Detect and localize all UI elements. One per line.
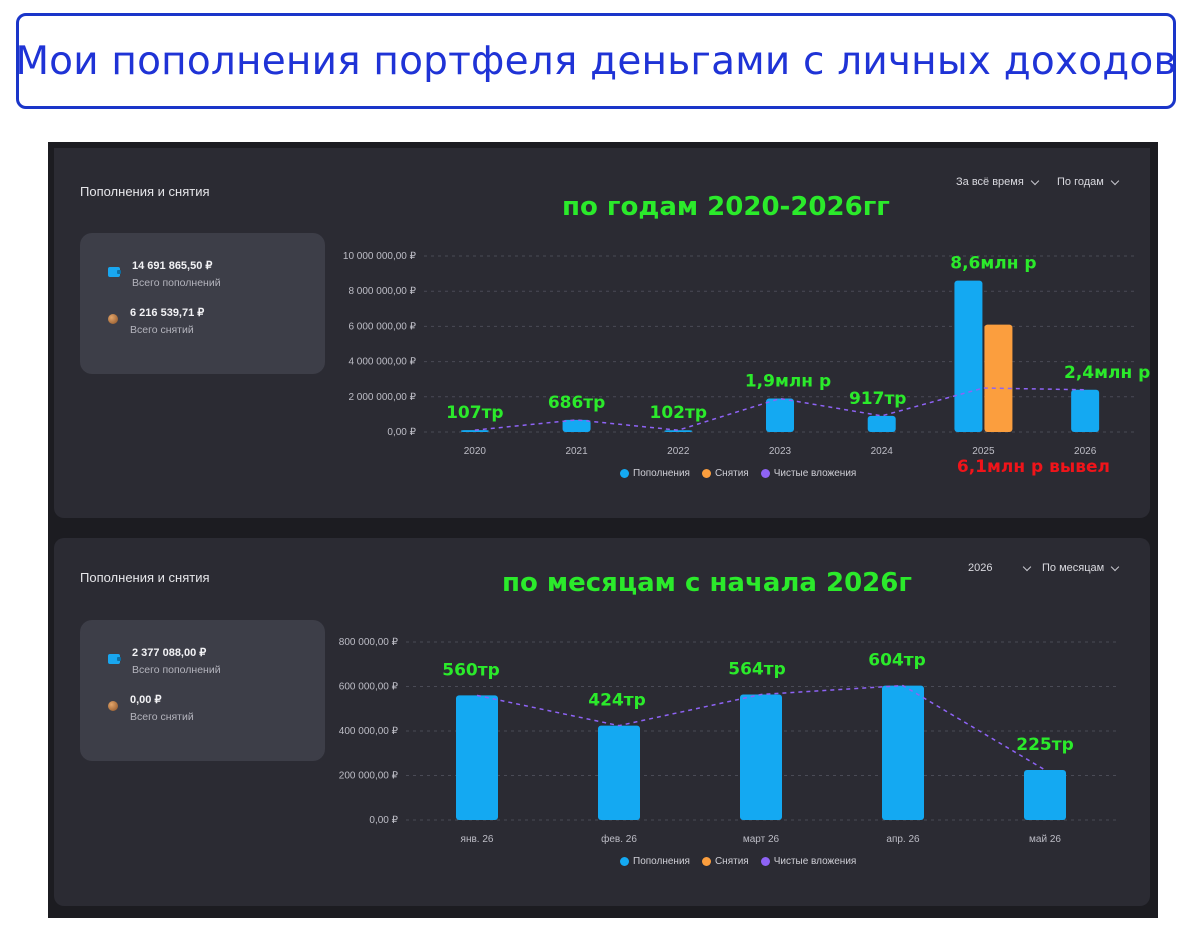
legend-net[interactable]: Чистые вложения [760, 468, 856, 479]
y-tick-label: 200 000,00 ₽ [339, 771, 399, 782]
banner-title: Мои пополнения портфеля деньгами с личны… [15, 38, 1177, 84]
y-tick-label: 0,00 ₽ [387, 427, 416, 438]
app-screenshot: Пополнения и снятия За всё время По года… [48, 142, 1158, 918]
x-tick-label: янв. 26 [461, 834, 494, 845]
value-annotation: 225тр [1016, 735, 1074, 755]
panel-title: Пополнения и снятия [80, 184, 210, 199]
coin-icon [108, 701, 118, 711]
deposit-bar [460, 430, 489, 432]
deposits-total: 14 691 865,50 ₽ [132, 260, 213, 272]
y-tick-label: 800 000,00 ₽ [339, 637, 399, 648]
value-annotation: 604тр [868, 651, 926, 671]
value-annotation: 686тр [548, 393, 606, 413]
withdrawal-bar [984, 324, 1013, 432]
x-tick-label: 2026 [1074, 446, 1097, 457]
x-tick-label: 2024 [871, 446, 894, 457]
summary-card: 14 691 865,50 ₽ Всего пополнений 6 216 5… [80, 233, 325, 374]
value-annotation: 560тр [442, 660, 500, 680]
value-annotation: 424тр [588, 691, 646, 711]
panel-title: Пополнения и снятия [80, 570, 210, 585]
value-annotation: 1,9млн р [745, 372, 831, 392]
y-tick-label: 400 000,00 ₽ [339, 726, 399, 737]
deposit-bar [562, 419, 591, 432]
x-tick-label: 2022 [667, 446, 690, 457]
x-tick-label: 2020 [464, 446, 487, 457]
x-tick-label: фев. 26 [601, 833, 637, 845]
withdrawals-label: Всего снятий [130, 324, 194, 336]
legend-deposits[interactable]: Пополнения [620, 468, 690, 479]
deposit-bar [766, 398, 794, 432]
monthly-panel: Пополнения и снятия 2026 По месяцам 2 37… [54, 538, 1150, 906]
deposit-bar [954, 280, 983, 432]
wallet-icon [108, 654, 121, 664]
y-tick-label: 6 000 000,00 ₽ [348, 321, 416, 332]
deposit-bar [664, 430, 693, 432]
x-tick-label: 2023 [769, 446, 792, 457]
title-banner: Мои пополнения портфеля деньгами с личны… [15, 13, 1177, 109]
yearly-chart: 0,00 ₽ 2 000 000,00 ₽ 4 000 000,00 ₽ 6 000 … [343, 251, 1150, 477]
x-tick-label: март 26 [743, 834, 780, 845]
x-tick-label: апр. 26 [886, 834, 920, 845]
y-tick-label: 8 000 000,00 ₽ [348, 286, 416, 297]
deposits-label: Всего пополнений [132, 277, 221, 289]
y-tick-label: 600 000,00 ₽ [339, 682, 399, 693]
x-tick-label: май 26 [1029, 834, 1061, 845]
deposit-bar [740, 694, 782, 820]
year-dropdown-label: 2026 [968, 562, 993, 574]
deposit-bar [867, 415, 896, 432]
value-annotation: 107тр [446, 403, 504, 423]
legend-deposits[interactable]: Пополнения [620, 856, 690, 867]
value-annotation: 564тр [728, 660, 786, 680]
legend-withdrawals[interactable]: Снятия [701, 856, 749, 867]
withdrawals-total: 0,00 ₽ [130, 694, 162, 706]
withdrawal-annotation: 6,1млн р вывел [957, 457, 1110, 477]
monthly-heading-annotation: по месяцам с начала 2026г [502, 568, 912, 598]
deposits-total: 2 377 088,00 ₽ [132, 647, 207, 659]
grouping-dropdown[interactable]: По месяцам [1042, 562, 1120, 574]
monthly-chart: 0,00 ₽ 200 000,00 ₽ 400 000,00 ₽ 600 000,00… [339, 637, 1116, 845]
y-tick-label: 4 000 000,00 ₽ [348, 357, 416, 368]
value-annotation: 8,6млн р [950, 254, 1036, 274]
x-tick-label: 2021 [565, 446, 588, 457]
deposit-bar [1071, 389, 1100, 432]
summary-card: 2 377 088,00 ₽ Всего пополнений 0,00 ₽ В… [80, 620, 325, 761]
grouping-dropdown-label: По годам [1057, 176, 1104, 188]
period-dropdown[interactable]: За всё время [956, 176, 1040, 188]
grouping-dropdown-label: По месяцам [1042, 562, 1105, 574]
y-tick-label: 2 000 000,00 ₽ [348, 392, 416, 403]
withdrawals-total: 6 216 539,71 ₽ [130, 307, 205, 319]
chart-legend: Пополнения Снятия Чистые вложения [620, 856, 856, 867]
legend-withdrawals[interactable]: Снятия [701, 468, 749, 479]
y-tick-label: 10 000 000,00 ₽ [343, 251, 417, 262]
deposit-bar [456, 695, 498, 820]
wallet-icon [108, 267, 121, 277]
yearly-heading-annotation: по годам 2020-2026гг [562, 192, 890, 222]
deposit-bar [598, 725, 640, 820]
deposit-bar [1024, 769, 1066, 820]
withdrawals-label: Всего снятий [130, 711, 194, 723]
coin-icon [108, 314, 118, 324]
year-dropdown[interactable]: 2026 [968, 562, 1032, 574]
deposit-bar [882, 685, 924, 820]
grouping-dropdown[interactable]: По годам [1057, 176, 1120, 188]
withdrawals-summary: 0,00 ₽ Всего снятий [108, 693, 194, 723]
value-annotation: 102тр [650, 403, 708, 423]
legend-net[interactable]: Чистые вложения [760, 856, 856, 867]
yearly-panel: Пополнения и снятия За всё время По года… [54, 148, 1150, 518]
value-annotation: 917тр [849, 389, 907, 409]
chart-legend: Пополнения Снятия Чистые вложения [620, 468, 856, 479]
value-annotation: 2,4млн р [1064, 363, 1150, 383]
x-tick-label: 2025 [972, 446, 995, 457]
deposits-label: Всего пополнений [132, 664, 221, 676]
net-investment-line [476, 684, 1046, 771]
y-tick-label: 0,00 ₽ [369, 815, 398, 826]
withdrawals-summary: 6 216 539,71 ₽ Всего снятий [108, 306, 204, 336]
deposits-summary: 14 691 865,50 ₽ Всего пополнений [108, 259, 221, 289]
period-dropdown-label: За всё время [956, 176, 1024, 188]
deposits-summary: 2 377 088,00 ₽ Всего пополнений [108, 646, 221, 676]
